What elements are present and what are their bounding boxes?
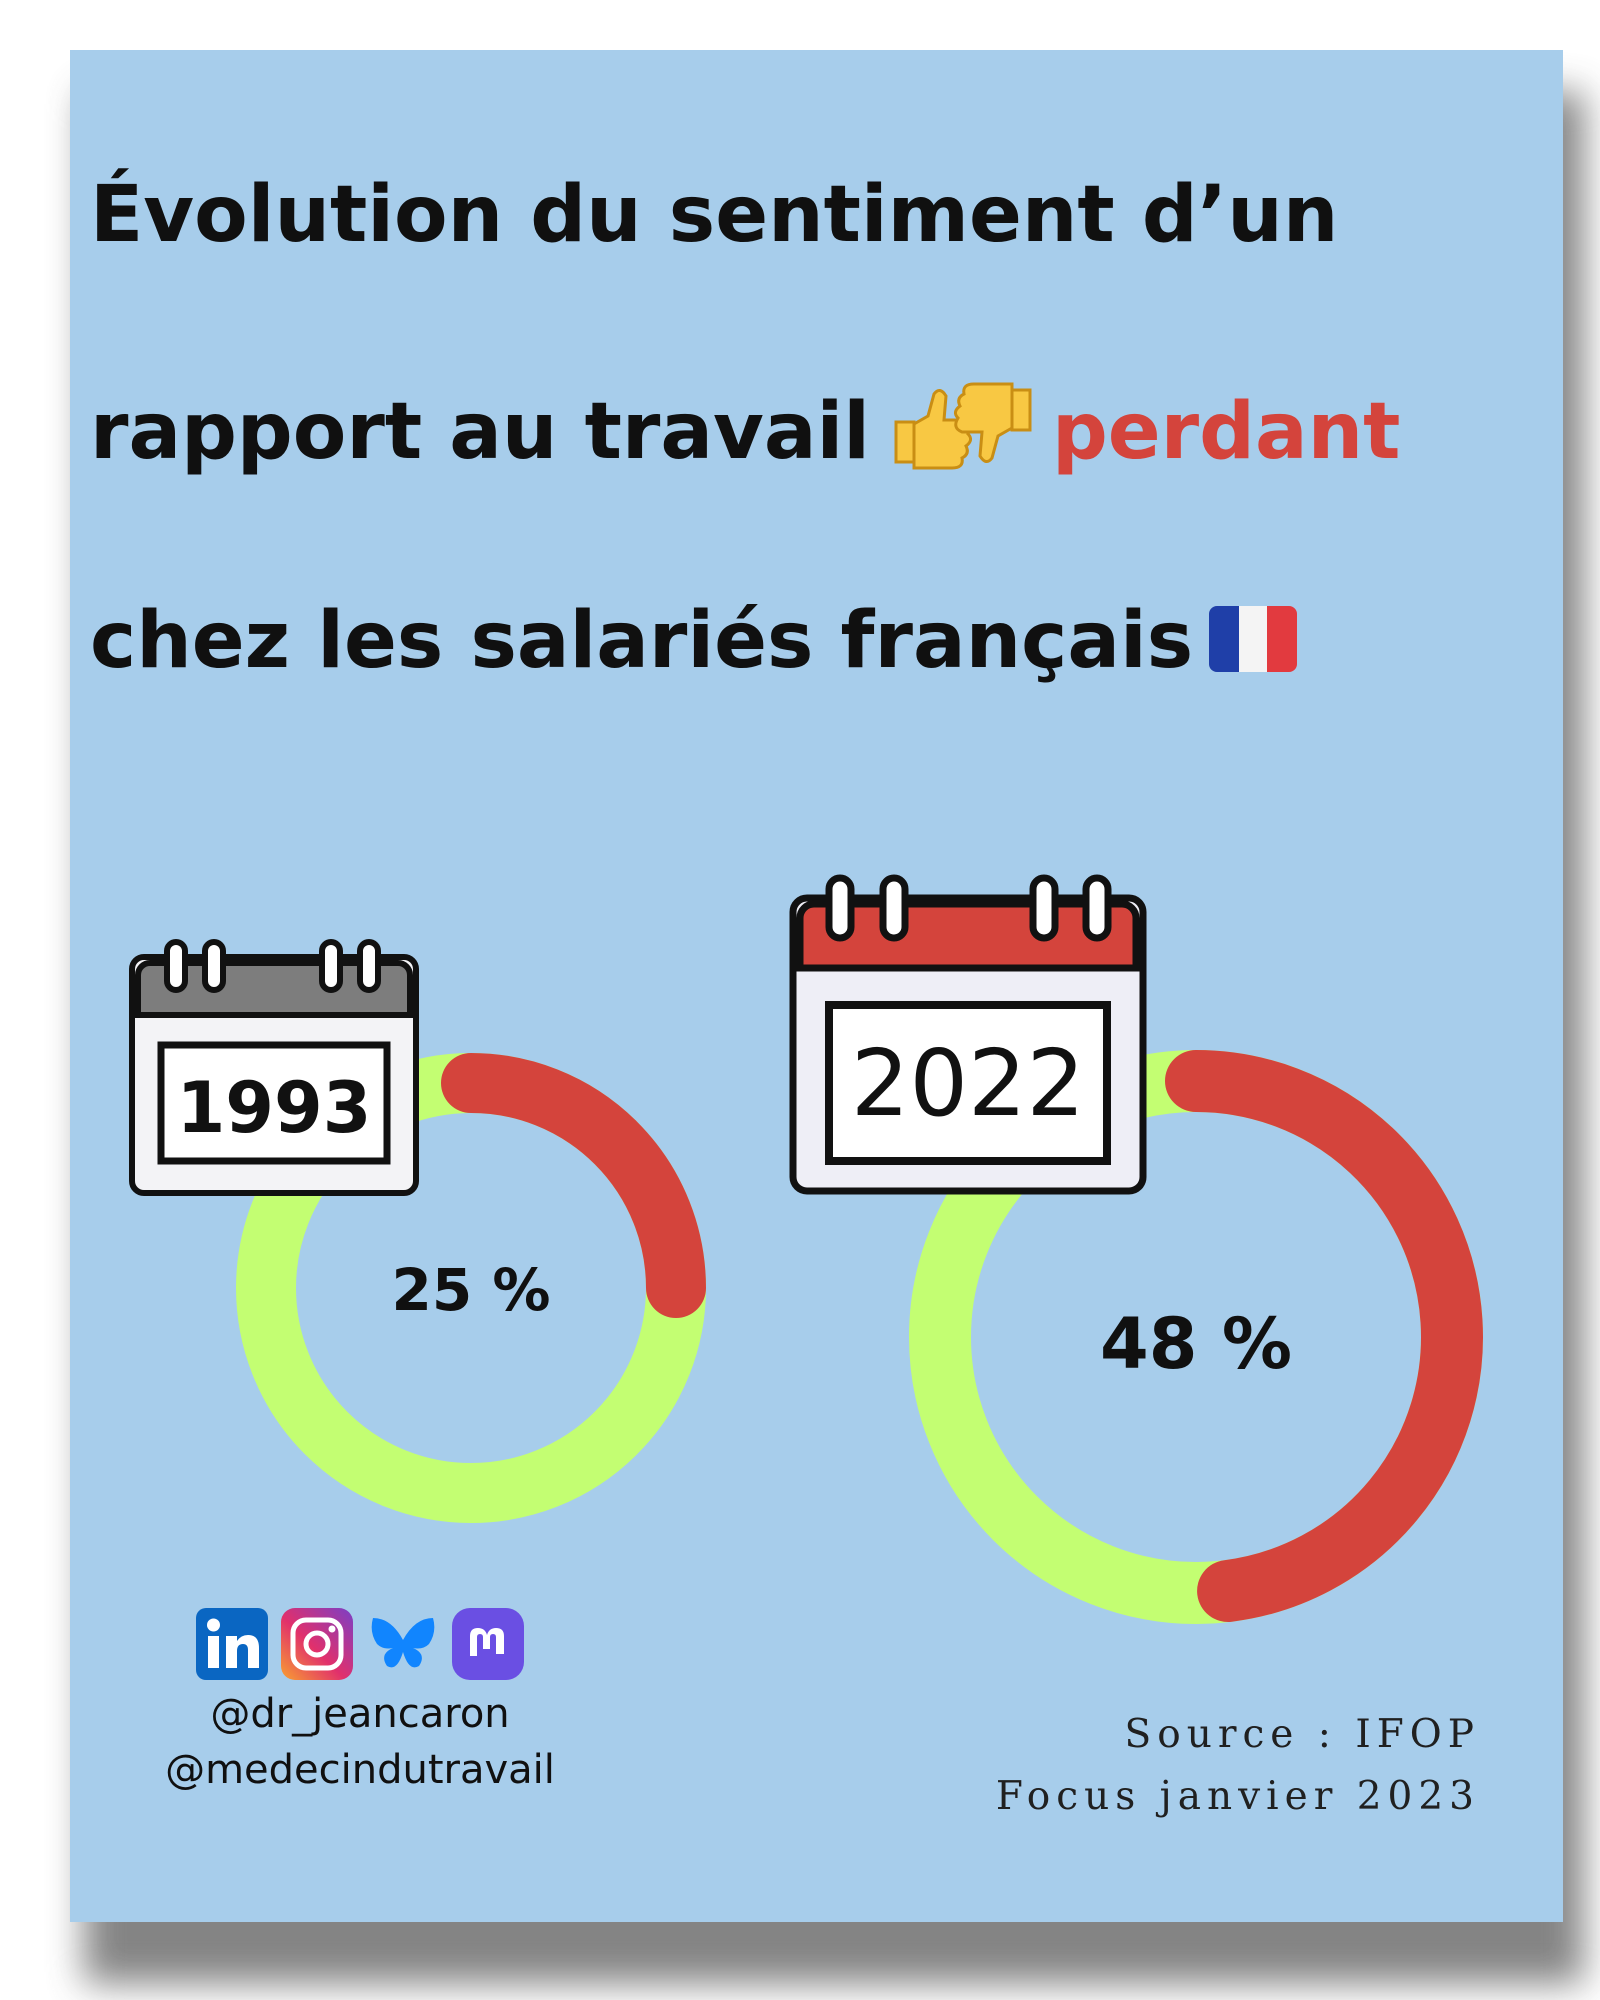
donut-2022-slice bbox=[1165, 1050, 1483, 1622]
donut-1993: 25 % bbox=[236, 1053, 706, 1523]
calendar-1993-year: 1993 bbox=[177, 1067, 372, 1149]
title-line-3-text: chez les salariés français bbox=[90, 596, 1194, 686]
handle-2[interactable]: @medecindutravail bbox=[165, 1747, 555, 1793]
instagram-icon[interactable] bbox=[279, 1606, 355, 1682]
social-block: @dr_jeancaron @medecindutravail bbox=[130, 1606, 590, 1798]
calendar-2022-year: 2022 bbox=[851, 1030, 1085, 1137]
donut-2022: 48 % bbox=[909, 1050, 1483, 1624]
mastodon-icon[interactable] bbox=[450, 1606, 526, 1682]
calendar-1993-icon: 1993 bbox=[129, 939, 419, 1196]
handle-1[interactable]: @dr_jeancaron bbox=[210, 1691, 510, 1737]
linkedin-icon[interactable] bbox=[194, 1606, 270, 1682]
donut-2022-label: 48 % bbox=[1100, 1303, 1292, 1385]
source-line-1: Source : IFOP bbox=[1124, 1712, 1480, 1757]
source-note: Source : IFOP Focus janvier 2023 bbox=[996, 1704, 1480, 1828]
social-icons bbox=[130, 1606, 590, 1686]
title-line-2-text: rapport au travail bbox=[90, 386, 870, 477]
thumbs-up-down-icon bbox=[888, 382, 1038, 491]
title-line-1: Évolution du sentiment d’un bbox=[90, 170, 1339, 260]
title-line-3: chez les salariés français bbox=[90, 596, 1298, 691]
france-flag-icon bbox=[1209, 601, 1298, 691]
source-line-2: Focus janvier 2023 bbox=[995, 1774, 1480, 1819]
bluesky-icon[interactable] bbox=[365, 1606, 441, 1682]
donut-1993-label: 25 % bbox=[391, 1256, 550, 1324]
donut-1993-slice bbox=[441, 1053, 706, 1318]
calendar-2022-icon: 2022 bbox=[789, 874, 1147, 1195]
title-accent-word: perdant bbox=[1051, 386, 1401, 477]
title-line-2: rapport au travail perdant bbox=[90, 382, 1400, 491]
